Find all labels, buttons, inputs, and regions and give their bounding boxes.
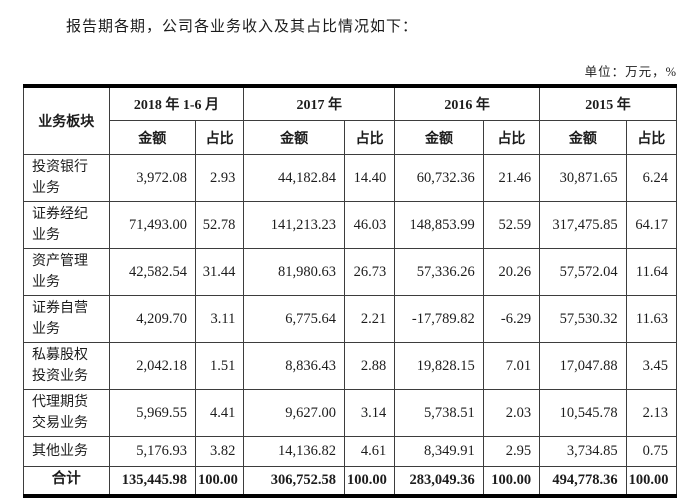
segment-label-cell: 其他业务 bbox=[23, 436, 110, 467]
amount-header: 金额 bbox=[108, 120, 197, 155]
total-amount-cell: 306,752.58 bbox=[243, 466, 345, 496]
ratio-cell: 26.73 bbox=[343, 248, 396, 296]
amount-cell: 4,209.70 bbox=[108, 295, 197, 343]
amount-cell: 2,042.18 bbox=[108, 342, 197, 390]
intro-text: 报告期各期，公司各业务收入及其占比情况如下： bbox=[66, 19, 419, 35]
ratio-cell: 31.44 bbox=[195, 248, 245, 296]
amount-cell: 5,969.55 bbox=[108, 389, 197, 437]
period-header-2016: 2016 年 bbox=[394, 85, 541, 121]
revenue-table: 业务板块 2018 年 1-6 月 2017 年 2016 年 2015 年 金… bbox=[23, 84, 678, 498]
amount-cell: 10,545.78 bbox=[539, 389, 627, 437]
ratio-cell: 3.14 bbox=[343, 389, 396, 437]
ratio-cell: 2.03 bbox=[482, 389, 541, 437]
ratio-cell: 1.51 bbox=[195, 342, 245, 390]
amount-cell: 5,176.93 bbox=[108, 436, 197, 467]
total-ratio-cell: 100.00 bbox=[343, 466, 396, 496]
total-amount-cell: 135,445.98 bbox=[108, 466, 197, 496]
ratio-cell: 11.63 bbox=[625, 295, 678, 343]
amount-cell: 8,349.91 bbox=[394, 436, 484, 467]
ratio-cell: 3.45 bbox=[625, 342, 678, 390]
ratio-cell: 52.59 bbox=[482, 201, 541, 249]
ratio-cell: 2.88 bbox=[343, 342, 396, 390]
amount-cell: 57,572.04 bbox=[539, 248, 627, 296]
ratio-header: 占比 bbox=[625, 120, 678, 155]
ratio-cell: 52.78 bbox=[195, 201, 245, 249]
total-ratio-cell: 100.00 bbox=[482, 466, 541, 496]
ratio-cell: 4.41 bbox=[195, 389, 245, 437]
segment-column-header: 业务板块 bbox=[23, 85, 110, 155]
ratio-cell: 7.01 bbox=[482, 342, 541, 390]
total-amount-cell: 283,049.36 bbox=[394, 466, 484, 496]
ratio-header: 占比 bbox=[195, 120, 245, 155]
segment-label-cell: 证券经纪业务 bbox=[23, 201, 110, 249]
ratio-cell: 14.40 bbox=[343, 154, 396, 202]
ratio-cell: 2.95 bbox=[482, 436, 541, 467]
ratio-header: 占比 bbox=[482, 120, 541, 155]
subheader-row: 金额 占比 金额 占比 金额 占比 金额 占比 bbox=[24, 120, 678, 155]
amount-cell: 3,734.85 bbox=[539, 436, 627, 467]
amount-cell: 60,732.36 bbox=[394, 154, 484, 202]
period-header-row: 业务板块 2018 年 1-6 月 2017 年 2016 年 2015 年 bbox=[23, 85, 677, 155]
table-row: 代理期货交易业务 5,969.55 4.41 9,627.00 3.14 5,7… bbox=[23, 389, 678, 437]
segment-label-cell: 资产管理业务 bbox=[23, 248, 110, 296]
amount-header: 金额 bbox=[243, 120, 345, 155]
amount-cell: 148,853.99 bbox=[394, 201, 484, 249]
ratio-cell: 2.21 bbox=[343, 295, 396, 343]
total-ratio-cell: 100.00 bbox=[625, 466, 678, 496]
table-row: 投资银行业务 3,972.08 2.93 44,182.84 14.40 60,… bbox=[23, 154, 678, 202]
total-ratio-cell: 100.00 bbox=[195, 466, 245, 496]
period-header-2015: 2015 年 bbox=[539, 85, 677, 121]
ratio-cell: 11.64 bbox=[625, 248, 678, 296]
amount-cell: 9,627.00 bbox=[243, 389, 345, 437]
ratio-cell: 21.46 bbox=[482, 154, 541, 202]
table-row: 其他业务 5,176.93 3.82 14,136.82 4.61 8,349.… bbox=[23, 436, 678, 467]
table-row: 资产管理业务 42,582.54 31.44 81,980.63 26.73 5… bbox=[23, 248, 678, 296]
table-row: 证券经纪业务 71,493.00 52.78 141,213.23 46.03 … bbox=[23, 201, 678, 249]
amount-cell: 71,493.00 bbox=[108, 201, 197, 249]
amount-cell: 57,530.32 bbox=[539, 295, 627, 343]
ratio-cell: 46.03 bbox=[343, 201, 396, 249]
amount-cell: -17,789.82 bbox=[394, 295, 484, 343]
amount-header: 金额 bbox=[539, 120, 627, 155]
ratio-cell: 20.26 bbox=[482, 248, 541, 296]
total-amount-cell: 494,778.36 bbox=[539, 466, 627, 496]
period-header-2018h1: 2018 年 1-6 月 bbox=[108, 85, 245, 121]
amount-cell: 19,828.15 bbox=[394, 342, 484, 390]
amount-cell: 3,972.08 bbox=[108, 154, 197, 202]
amount-cell: 57,336.26 bbox=[394, 248, 484, 296]
amount-cell: 6,775.64 bbox=[243, 295, 345, 343]
period-header-2017: 2017 年 bbox=[243, 85, 396, 121]
amount-cell: 5,738.51 bbox=[394, 389, 484, 437]
amount-cell: 42,582.54 bbox=[108, 248, 197, 296]
ratio-cell: 2.93 bbox=[195, 154, 245, 202]
ratio-cell: 3.11 bbox=[195, 295, 245, 343]
ratio-cell: 2.13 bbox=[625, 389, 678, 437]
amount-cell: 317,475.85 bbox=[539, 201, 627, 249]
unit-note: 单位：万元，% bbox=[584, 65, 677, 79]
ratio-header: 占比 bbox=[343, 120, 396, 155]
amount-header: 金额 bbox=[394, 120, 484, 155]
table-row: 私募股权投资业务 2,042.18 1.51 8,836.43 2.88 19,… bbox=[23, 342, 678, 390]
ratio-cell: 3.82 bbox=[195, 436, 245, 467]
ratio-cell: -6.29 bbox=[482, 295, 541, 343]
segment-label-cell: 证券自营业务 bbox=[23, 295, 110, 343]
amount-cell: 14,136.82 bbox=[243, 436, 345, 467]
amount-cell: 30,871.65 bbox=[539, 154, 627, 202]
total-row: 合计 135,445.98 100.00 306,752.58 100.00 2… bbox=[23, 466, 678, 496]
amount-cell: 17,047.88 bbox=[539, 342, 627, 390]
amount-cell: 8,836.43 bbox=[243, 342, 345, 390]
amount-cell: 44,182.84 bbox=[243, 154, 345, 202]
amount-cell: 81,980.63 bbox=[243, 248, 345, 296]
ratio-cell: 6.24 bbox=[625, 154, 678, 202]
total-label-cell: 合计 bbox=[23, 466, 110, 496]
ratio-cell: 0.75 bbox=[625, 436, 678, 467]
amount-cell: 141,213.23 bbox=[243, 201, 345, 249]
ratio-cell: 4.61 bbox=[343, 436, 396, 467]
segment-label-cell: 私募股权投资业务 bbox=[23, 342, 110, 390]
ratio-cell: 64.17 bbox=[625, 201, 678, 249]
table-row: 证券自营业务 4,209.70 3.11 6,775.64 2.21 -17,7… bbox=[23, 295, 678, 343]
segment-label-cell: 代理期货交易业务 bbox=[23, 389, 110, 437]
segment-label-cell: 投资银行业务 bbox=[23, 154, 110, 202]
